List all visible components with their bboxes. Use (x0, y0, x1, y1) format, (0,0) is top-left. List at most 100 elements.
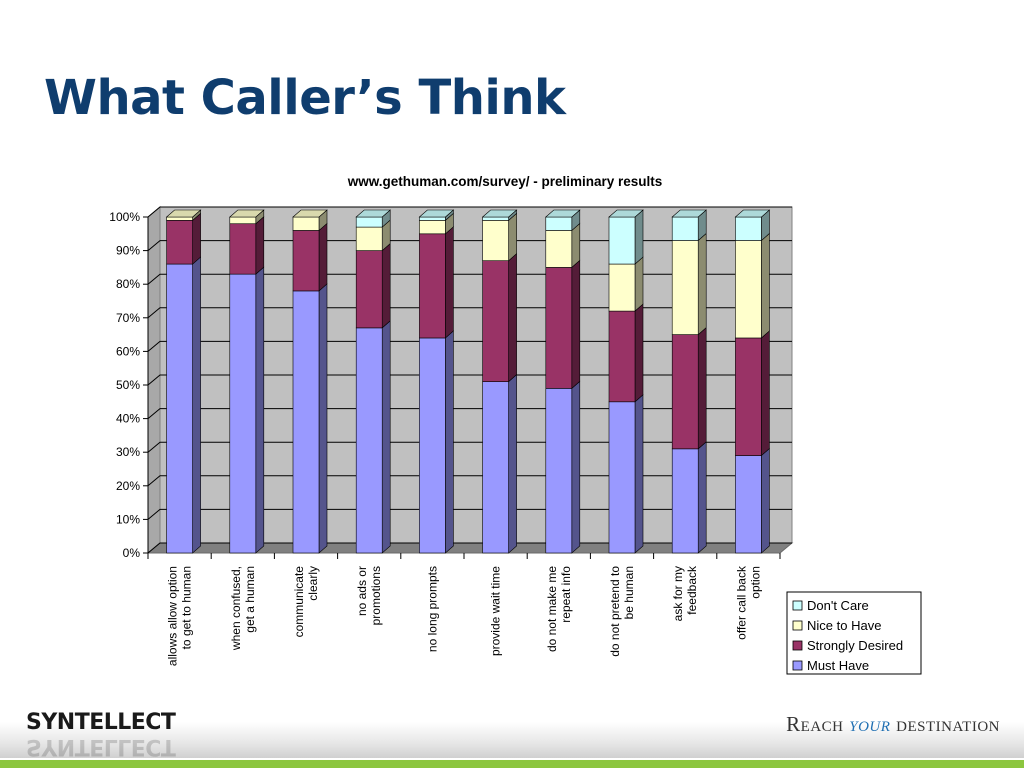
bar-top (292, 209, 328, 218)
bar-top (608, 209, 644, 218)
bar-segment (671, 216, 699, 241)
bar-segment-group (355, 242, 391, 329)
bar-segment (735, 216, 762, 241)
bar-segment-side (445, 226, 454, 339)
bar-segment-group (671, 441, 707, 554)
tagline: Reach your destination (786, 712, 1000, 737)
bar-segment-group (481, 209, 518, 222)
gridline (147, 441, 792, 453)
bar-segment-side (255, 266, 265, 554)
bar-segment-group (166, 212, 201, 265)
y-tick-label: 60% (116, 344, 140, 358)
x-category-label: clearly (306, 566, 320, 601)
bar-segment (482, 220, 509, 261)
bar-segment-group (292, 222, 328, 292)
bar-segment-side (318, 222, 328, 292)
x-category-label: ask for my (671, 566, 685, 621)
x-category-label: repeat info (559, 566, 573, 623)
gridline (147, 307, 792, 319)
legend-swatch (792, 620, 803, 631)
bar-segment (419, 233, 446, 339)
legend-swatch (792, 640, 803, 651)
bar-segment-group (545, 222, 581, 269)
bar-top (229, 209, 265, 218)
bar-segment-group (608, 209, 644, 265)
bar-segment-side (445, 330, 454, 554)
legend-label: Nice to Have (807, 618, 881, 633)
bar-segment-group (229, 266, 265, 554)
chart-title: www.gethuman.com/survey/ - preliminary r… (347, 174, 663, 189)
legend-box (786, 591, 922, 675)
gridline (147, 273, 792, 285)
footer: SYNTELLECT SYNTELLECT Reach your destina… (0, 700, 1024, 768)
bar-segment-side (697, 326, 707, 450)
bar-top (355, 209, 391, 218)
x-category-label: when confused, (229, 566, 243, 651)
syntellect-logo: SYNTELLECT (26, 710, 176, 735)
gridline (147, 508, 792, 520)
bar-segment-group (735, 232, 770, 339)
bar-segment-group (735, 330, 770, 457)
bar-segment (608, 263, 636, 312)
bar-segment-side (192, 212, 201, 265)
bar-segment-side (255, 216, 265, 275)
bar-segment-side (697, 232, 707, 336)
bar-segment (292, 230, 320, 292)
bar-segment (419, 337, 446, 554)
bar-segment (229, 216, 257, 225)
x-category-label: no long prompts (425, 566, 439, 652)
bar-top (418, 209, 455, 218)
bar-segment (482, 216, 509, 221)
slide-title: What Caller’s Think (44, 70, 566, 126)
bar-segment-side (571, 380, 581, 554)
bar-top (545, 209, 581, 218)
legend-label: Must Have (807, 658, 869, 673)
bar-segment-group (418, 209, 455, 222)
bar-segment (355, 226, 383, 251)
bar-segment (355, 216, 383, 228)
bar-segment (419, 220, 446, 235)
bar-segment (229, 223, 257, 275)
gridline (147, 240, 792, 251)
bar-top (734, 209, 771, 218)
y-tick-label: 30% (116, 445, 140, 459)
y-tick-label: 40% (116, 412, 140, 426)
bar-segment-group (545, 380, 581, 554)
bar-segment-group (165, 209, 202, 222)
gridline (147, 542, 792, 554)
x-category-label: option (748, 566, 762, 599)
bar-segment (355, 327, 383, 554)
gridline (147, 475, 792, 487)
bar-segment (608, 310, 636, 403)
bar-segment-group (735, 447, 770, 554)
bar-segment (671, 240, 699, 335)
bar-segment (545, 216, 573, 231)
bar-segment-group (545, 209, 581, 232)
bar-top (481, 209, 518, 218)
bar-segment-side (697, 441, 707, 554)
tagline-part-2: destination (890, 712, 1000, 736)
bar-segment-side (761, 330, 770, 457)
bar-segment (482, 260, 509, 382)
bar-segment-side (634, 209, 644, 265)
x-category-label: do not make me (545, 566, 559, 652)
x-category-label: get a human (243, 566, 257, 633)
bar-segment-group (545, 259, 581, 390)
gridline (147, 206, 792, 218)
bar-segment-side (634, 394, 644, 554)
bar-segment-side (634, 256, 644, 312)
bar-segment (482, 381, 509, 554)
x-category-label: be human (622, 566, 636, 619)
bar-segment-group (482, 212, 517, 262)
syntellect-logo-reflection: SYNTELLECT (26, 734, 176, 759)
bar-segment-group (292, 209, 328, 232)
bar-segment-side (508, 253, 517, 383)
bar-segment-group (671, 326, 707, 450)
y-tick-label: 50% (116, 378, 140, 392)
bar-segment-side (634, 303, 644, 403)
legend-label: Strongly Desired (807, 638, 903, 653)
bar-segment (735, 337, 762, 456)
bar-segment-group (229, 209, 265, 225)
bar-segment (419, 216, 446, 221)
gridline (147, 374, 792, 386)
